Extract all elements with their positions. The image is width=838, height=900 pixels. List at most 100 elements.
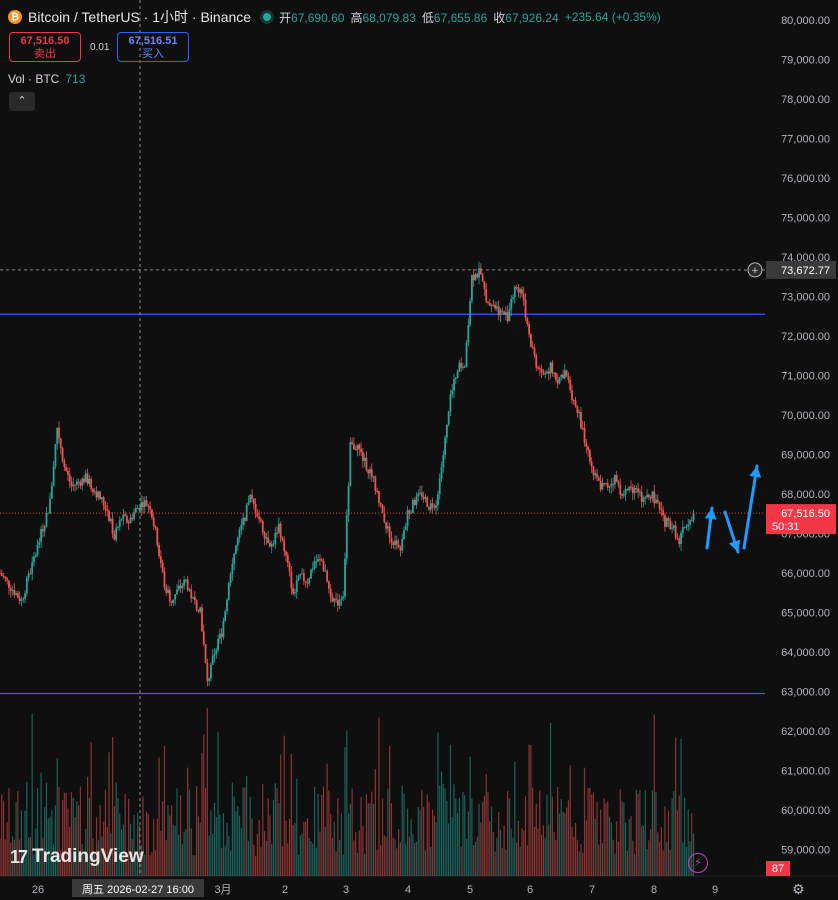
buy-button[interactable]: 67,516.51 买入 bbox=[117, 32, 189, 62]
y-tick-label: 63,000.00 bbox=[781, 687, 830, 699]
candle-body bbox=[286, 555, 289, 564]
volume-bar bbox=[499, 829, 502, 876]
volume-bar bbox=[162, 801, 164, 876]
candle-body bbox=[329, 588, 332, 597]
candle-body bbox=[79, 482, 82, 486]
volume-bar bbox=[169, 815, 171, 876]
candle-body bbox=[485, 288, 488, 302]
volume-bar bbox=[194, 855, 196, 876]
volume-bar bbox=[460, 846, 462, 876]
volume-bar bbox=[181, 844, 183, 876]
volume-bar bbox=[213, 802, 216, 876]
volume-bar bbox=[607, 801, 609, 876]
candle-body bbox=[578, 412, 581, 414]
volume-bar bbox=[505, 849, 507, 876]
candle-body bbox=[538, 367, 541, 369]
volume-bar bbox=[574, 822, 577, 876]
volume-bar bbox=[480, 822, 482, 876]
symbol-title[interactable]: Bitcoin / TetherUS · 1小时 · Binance bbox=[28, 9, 252, 25]
volume-bar bbox=[115, 782, 117, 876]
volume-bar bbox=[337, 798, 339, 876]
volume-bar bbox=[524, 796, 527, 876]
volume-bar bbox=[682, 842, 684, 876]
volume-bar bbox=[35, 828, 37, 876]
volume-bar bbox=[47, 818, 49, 876]
volume-bar bbox=[365, 793, 368, 876]
volume-bar bbox=[633, 853, 636, 876]
volume-bar bbox=[235, 811, 237, 876]
candle-body bbox=[397, 544, 400, 548]
volume-bar bbox=[469, 756, 471, 876]
volume-bar bbox=[276, 788, 278, 876]
candle-body bbox=[120, 518, 123, 521]
candle-body bbox=[165, 587, 168, 593]
volume-bar bbox=[2, 801, 5, 876]
volume-bar bbox=[86, 776, 89, 876]
candle-body bbox=[406, 510, 409, 527]
gear-icon[interactable]: ⚙ bbox=[792, 881, 805, 897]
candle-body bbox=[344, 558, 346, 597]
candle-body bbox=[206, 662, 209, 681]
volume-bar bbox=[639, 790, 641, 876]
candle-body bbox=[644, 497, 647, 499]
volume-bar bbox=[355, 832, 357, 876]
candle-body bbox=[426, 497, 429, 507]
candle-body bbox=[288, 563, 291, 572]
volume-bar bbox=[398, 829, 400, 876]
candle-body bbox=[176, 589, 178, 595]
volume-bar bbox=[526, 845, 528, 876]
candle-body bbox=[556, 379, 559, 384]
sell-price: 67,516.50 bbox=[20, 35, 70, 47]
bolt-icon[interactable]: ⚡ bbox=[688, 853, 708, 873]
collapse-legend-button[interactable]: ⌃ bbox=[9, 92, 35, 111]
candle-body bbox=[283, 540, 286, 552]
volume-bar bbox=[641, 826, 643, 876]
candle-body bbox=[529, 334, 532, 347]
candle-body bbox=[395, 540, 398, 545]
candle-body bbox=[683, 526, 686, 528]
candle-body bbox=[451, 390, 454, 395]
sell-button[interactable]: 67,516.50 卖出 bbox=[9, 32, 81, 62]
candle-body bbox=[487, 301, 489, 303]
candle-body bbox=[635, 488, 638, 490]
candle-body bbox=[640, 491, 643, 502]
candle-body bbox=[617, 481, 620, 485]
volume-bar bbox=[608, 816, 611, 876]
crosshair-time-label: 周五 2026-02-27 16:00 bbox=[82, 883, 194, 896]
volume-bar bbox=[369, 803, 371, 876]
candle-body bbox=[322, 560, 325, 571]
volume-bar bbox=[630, 816, 632, 876]
candle-body bbox=[92, 488, 94, 493]
volume-bar bbox=[487, 792, 489, 876]
candle-body bbox=[433, 507, 436, 509]
candle-body bbox=[574, 400, 577, 406]
volume-bar bbox=[660, 827, 662, 876]
volume-bar bbox=[549, 722, 552, 876]
x-tick-label: 8 bbox=[651, 884, 657, 896]
candle-body bbox=[656, 499, 659, 502]
candle-body bbox=[537, 367, 539, 369]
volume-bar bbox=[51, 810, 53, 876]
volume-bar bbox=[455, 798, 457, 876]
candle-body bbox=[555, 373, 557, 380]
volume-bar bbox=[573, 836, 575, 876]
volume-bar bbox=[405, 844, 407, 876]
candle-body bbox=[444, 437, 446, 455]
candle-body bbox=[27, 573, 30, 579]
candle-body bbox=[535, 355, 538, 368]
volume-bar bbox=[92, 838, 94, 876]
candle-body bbox=[626, 489, 629, 491]
volume-bar bbox=[94, 854, 96, 876]
volume-bar bbox=[74, 817, 76, 876]
candle-body bbox=[690, 520, 693, 522]
candle-body bbox=[67, 470, 69, 475]
volume-bar bbox=[589, 788, 591, 876]
candle-body bbox=[590, 461, 593, 467]
volume-bar bbox=[154, 850, 157, 876]
x-tick-label: 3 bbox=[343, 884, 349, 896]
candle-body bbox=[420, 492, 423, 497]
candle-body bbox=[36, 544, 39, 556]
volume-bar bbox=[185, 829, 187, 876]
volume-bar bbox=[17, 791, 19, 876]
